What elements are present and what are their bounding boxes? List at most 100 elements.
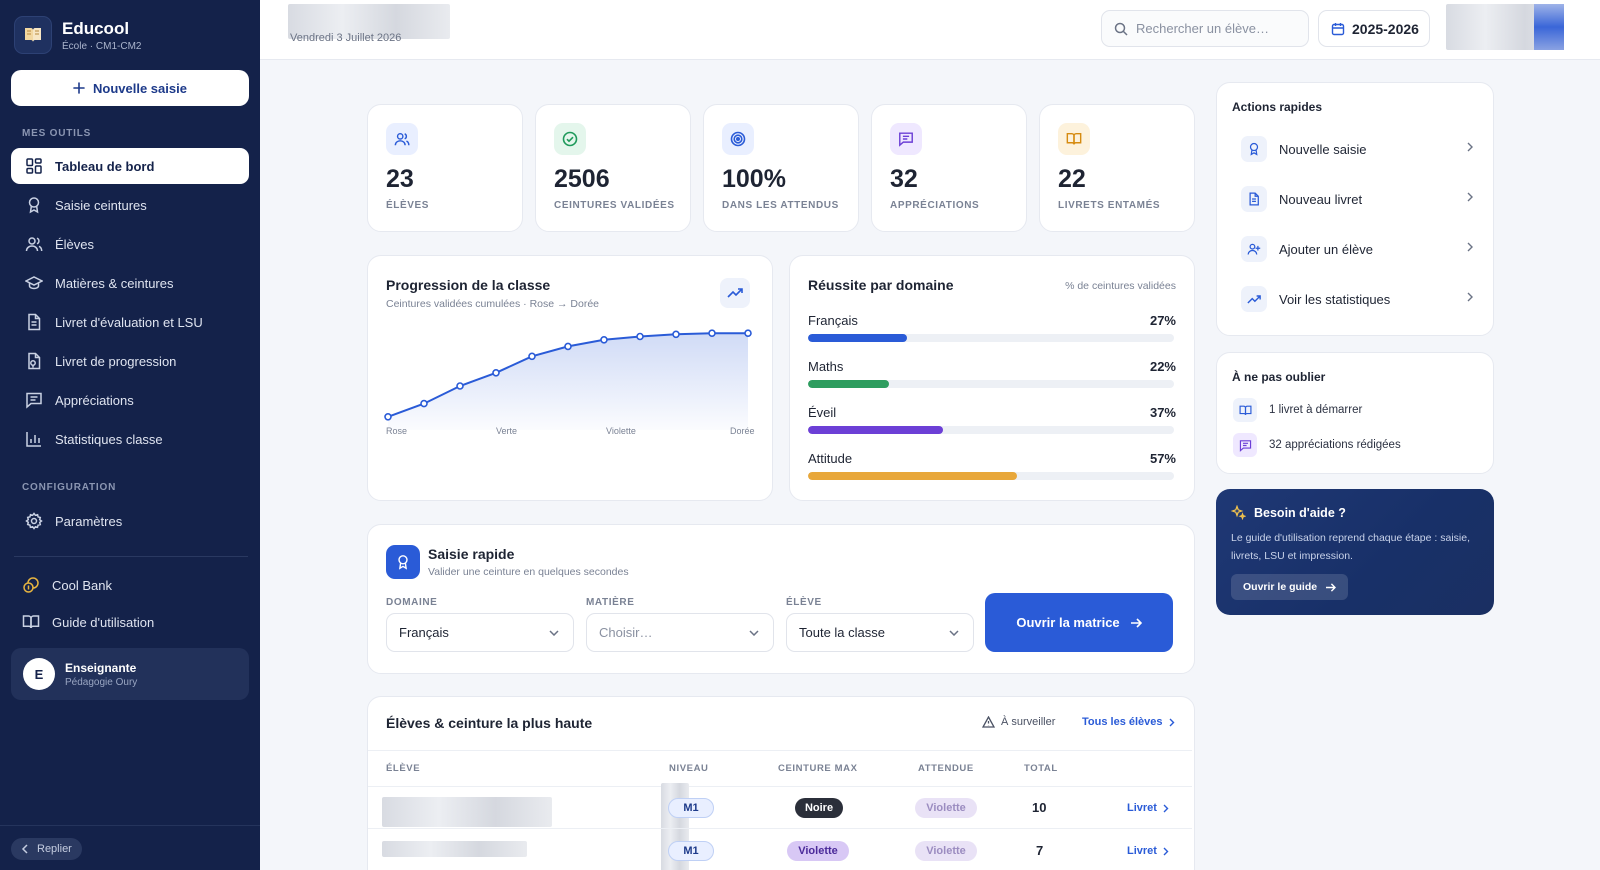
quick-action-label: Voir les statistiques — [1279, 291, 1391, 307]
sidebar-item-appreciations[interactable]: Appréciations — [11, 382, 249, 418]
arrow-right-icon — [1130, 617, 1142, 628]
open-matrix-button[interactable]: Ouvrir la matrice — [985, 593, 1173, 652]
stat-value: 100% — [722, 165, 786, 193]
book-open-icon — [1066, 132, 1082, 145]
student-select-value: Toute la classe — [799, 625, 885, 640]
x-tick-label: Dorée — [730, 426, 755, 436]
quick-action-label: Nouvelle saisie — [1279, 141, 1367, 157]
sidebar-item-cool-bank[interactable]: Cool Bank — [11, 567, 249, 603]
config-section-label: CONFIGURATION — [22, 482, 117, 493]
sidebar-item-label: Élèves — [55, 236, 95, 252]
watch-filter[interactable]: À surveiller — [982, 716, 1055, 728]
document-icon — [28, 313, 41, 331]
message-square-icon — [26, 392, 42, 409]
students-card: Élèves & ceinture la plus haute À survei… — [367, 696, 1195, 870]
sidebar-item-class-stats[interactable]: Statistiques classe — [11, 421, 249, 457]
chevron-right-icon — [1163, 804, 1169, 812]
new-entry-label: Nouvelle saisie — [93, 80, 187, 96]
book-open-icon — [1233, 398, 1257, 422]
quick-action-label: Nouveau livret — [1279, 191, 1363, 207]
subject-select[interactable]: Choisir… — [586, 613, 774, 652]
reminder-item[interactable]: 32 appréciations rédigées — [1233, 433, 1401, 457]
sidebar-item-students[interactable]: Élèves — [11, 226, 249, 262]
trend-button[interactable] — [720, 278, 750, 308]
quick-action-add-student[interactable]: Ajouter un élève — [1241, 229, 1473, 269]
domains-caption: % de ceintures validées — [1065, 280, 1176, 292]
subject-field-label: MATIÈRE — [586, 597, 635, 608]
document-icon — [1241, 186, 1267, 212]
domain-bar-fill — [808, 380, 889, 388]
sidebar-item-subjects[interactable]: Matières & ceintures — [11, 265, 249, 301]
stat-icon-bg — [386, 123, 418, 155]
table-divider — [368, 750, 1192, 751]
school-year-selector[interactable]: 2025-2026 — [1318, 10, 1430, 47]
sidebar-item-label: Livret d'évaluation et LSU — [55, 314, 203, 330]
reminders-card: À ne pas oublier 1 livret à démarrer 32 … — [1216, 352, 1494, 474]
sidebar-item-evaluation-booklet[interactable]: Livret d'évaluation et LSU — [11, 304, 249, 340]
subject-select-placeholder: Choisir… — [599, 625, 653, 640]
domain-select-value: Français — [399, 625, 449, 640]
progression-card: Progression de la classe Ceintures valid… — [367, 255, 773, 501]
sidebar-item-settings[interactable]: Paramètres — [11, 503, 249, 539]
booklet-link[interactable]: Livret — [1127, 845, 1169, 857]
collapse-sidebar-button[interactable]: Replier — [11, 838, 82, 860]
quick-action-statistics[interactable]: Voir les statistiques — [1241, 279, 1473, 319]
quick-action-new-entry[interactable]: Nouvelle saisie — [1241, 129, 1473, 169]
level-badge: M1 — [668, 841, 714, 861]
search-input[interactable]: Rechercher un élève… — [1101, 10, 1309, 47]
open-matrix-label: Ouvrir la matrice — [1016, 615, 1120, 630]
stat-label: APPRÉCIATIONS — [890, 200, 980, 211]
tools-section-label: MES OUTILS — [22, 128, 92, 139]
expected-belt-badge: Violette — [915, 798, 977, 818]
progression-chart — [384, 329, 752, 430]
redacted-account-badge[interactable] — [1534, 4, 1564, 50]
reminder-item[interactable]: 1 livret à démarrer — [1233, 398, 1362, 422]
chevron-right-icon — [1467, 292, 1473, 302]
alert-triangle-icon — [982, 716, 995, 728]
domain-bar — [808, 334, 1174, 342]
chart-point — [420, 399, 428, 408]
open-guide-button[interactable]: Ouvrir le guide — [1231, 574, 1349, 600]
domain-select[interactable]: Français — [386, 613, 574, 652]
graduation-cap-icon — [25, 276, 43, 290]
award-icon — [28, 197, 40, 214]
sidebar-item-label: Guide d'utilisation — [52, 614, 155, 630]
reminder-text: 32 appréciations rédigées — [1269, 439, 1401, 451]
expected-belt-badge: Violette — [915, 841, 977, 861]
total-value: 7 — [1036, 843, 1044, 858]
max-belt-badge: Noire — [795, 798, 843, 818]
chevron-right-icon — [1467, 142, 1473, 152]
domain-name: Maths — [808, 359, 844, 374]
sidebar-item-dashboard[interactable]: Tableau de bord — [11, 148, 249, 184]
student-select[interactable]: Toute la classe — [786, 613, 974, 652]
stat-card-belts-validated: 2506 CEINTURES VALIDÉES — [535, 104, 691, 232]
gear-icon — [25, 512, 43, 530]
stat-icon-bg — [554, 123, 586, 155]
sidebar-item-label: Tableau de bord — [55, 158, 155, 174]
sidebar-item-belt-entry[interactable]: Saisie ceintures — [11, 187, 249, 223]
chart-point — [528, 352, 536, 361]
column-header-max-belt: CEINTURE MAX — [778, 763, 858, 774]
total-value: 10 — [1032, 800, 1047, 815]
domain-name: Français — [808, 313, 858, 328]
stat-icon-bg — [890, 123, 922, 155]
all-students-link[interactable]: Tous les élèves — [1082, 716, 1175, 728]
message-square-icon — [1233, 433, 1257, 457]
column-header-expected: ATTENDUE — [918, 763, 974, 774]
sidebar-item-progress-booklet[interactable]: Livret de progression — [11, 343, 249, 379]
award-icon — [1241, 136, 1267, 162]
quick-action-new-booklet[interactable]: Nouveau livret — [1241, 179, 1473, 219]
user-card[interactable]: E Enseignante Pédagogie Oury — [11, 648, 249, 700]
all-students-label: Tous les élèves — [1082, 716, 1163, 728]
sidebar-item-label: Matières & ceintures — [55, 275, 174, 291]
sidebar-item-guide[interactable]: Guide d'utilisation — [11, 604, 249, 640]
chart-point — [384, 413, 392, 421]
booklet-link[interactable]: Livret — [1127, 802, 1169, 814]
sidebar-bottom-divider — [0, 825, 260, 826]
progression-subtitle: Ceintures validées cumulées · Rose → Dor… — [386, 298, 600, 310]
new-entry-button[interactable]: Nouvelle saisie — [11, 70, 249, 106]
column-header-student: ÉLÈVE — [386, 763, 421, 774]
chart-point — [600, 335, 608, 344]
brand[interactable]: Educool École · CM1-CM2 — [14, 16, 141, 54]
max-belt-badge: Violette — [787, 841, 849, 861]
